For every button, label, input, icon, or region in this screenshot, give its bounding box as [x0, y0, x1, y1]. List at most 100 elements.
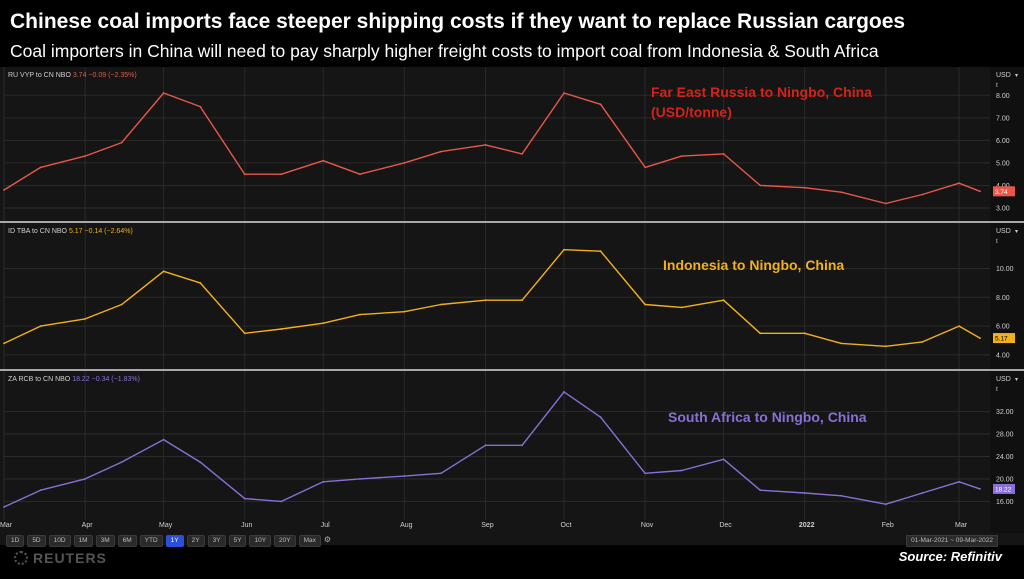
data-point-russia — [722, 153, 725, 155]
last-value-label: 18.22 — [995, 486, 1012, 493]
data-point-indonesia — [840, 342, 843, 345]
data-point-indonesia — [958, 325, 960, 327]
reuters-wordmark: REUTERS — [33, 550, 107, 566]
unit-dropdown-icon[interactable]: ▾ — [1015, 377, 1018, 383]
series-legend-russia: RU VYP to CN NBO 3.74 −0.09 (−2.35%) — [8, 72, 137, 79]
y-tick-label: 6.00 — [996, 138, 1010, 145]
data-point-indonesia — [644, 303, 646, 306]
unit-label: USD — [996, 72, 1011, 79]
data-point-southafrica — [921, 492, 924, 494]
data-point-indonesia — [484, 299, 487, 302]
data-point-indonesia — [979, 337, 981, 339]
series-line-indonesia — [3, 249, 981, 347]
data-point-indonesia — [921, 341, 924, 343]
unit-label: USD — [996, 228, 1011, 235]
data-point-southafrica — [840, 494, 843, 497]
data-point-indonesia — [199, 282, 202, 284]
legend-value: 5.17 −0.14 (−2.64%) — [69, 228, 133, 235]
data-point-russia — [958, 182, 960, 185]
data-point-indonesia — [84, 318, 86, 320]
unit-dropdown-icon[interactable]: ▾ — [1015, 73, 1018, 79]
timeframe-button-5y[interactable]: 5Y — [228, 535, 247, 547]
data-point-russia — [403, 162, 406, 164]
data-point-russia — [3, 189, 5, 191]
data-point-russia — [120, 141, 123, 144]
data-point-indonesia — [803, 332, 806, 335]
data-point-southafrica — [243, 497, 246, 500]
timeframe-button-ytd[interactable]: YTD — [139, 535, 163, 547]
reuters-logo: REUTERS — [14, 550, 107, 566]
y-tick-label: 24.00 — [996, 454, 1014, 461]
series-legend-indonesia: ID TBA to CN NBO 5.17 −0.14 (−2.64%) — [8, 228, 133, 235]
timeframe-button-1d[interactable]: 1D — [6, 535, 25, 547]
timeframe-button-3m[interactable]: 3M — [95, 535, 115, 547]
data-point-russia — [280, 173, 283, 176]
data-point-southafrica — [644, 472, 646, 475]
x-tick-label: Dec — [719, 522, 732, 529]
data-point-russia — [162, 92, 165, 94]
data-point-southafrica — [403, 475, 406, 477]
x-tick-label: May — [159, 522, 173, 529]
data-point-russia — [440, 150, 442, 153]
x-tick-label: Apr — [82, 522, 94, 529]
data-point-russia — [563, 92, 565, 94]
data-point-russia — [759, 184, 762, 187]
data-point-russia — [803, 186, 806, 189]
timeframe-button-1y[interactable]: 1Y — [165, 535, 184, 547]
data-point-southafrica — [803, 492, 806, 494]
y-tick-label: 28.00 — [996, 432, 1014, 439]
series-annotation-indonesia: Indonesia to Ningbo, China — [663, 257, 844, 273]
axis-mode-label: t — [996, 82, 998, 89]
y-tick-label: 20.00 — [996, 476, 1014, 483]
data-point-indonesia — [243, 332, 246, 335]
y-tick-label: 16.00 — [996, 499, 1014, 506]
unit-dropdown-icon[interactable]: ▾ — [1015, 229, 1018, 235]
x-tick-label: 2022 — [799, 522, 815, 529]
series-line-russia — [3, 92, 981, 205]
timeframe-button-10d[interactable]: 10D — [48, 535, 71, 547]
timeframe-button-20y[interactable]: 20Y — [274, 535, 296, 547]
chart-subtitle: Coal importers in China will need to pay… — [10, 41, 879, 61]
timeframe-button-6m[interactable]: 6M — [117, 535, 137, 547]
data-point-indonesia — [359, 313, 361, 316]
data-point-russia — [921, 193, 924, 196]
data-point-indonesia — [759, 332, 762, 335]
data-point-indonesia — [322, 322, 325, 325]
data-point-southafrica — [722, 458, 725, 461]
data-point-indonesia — [521, 299, 523, 302]
timeframe-button-1m[interactable]: 1M — [73, 535, 93, 547]
series-legend-southafrica: ZA RCB to CN NBO 18.22 −0.34 (−1.83%) — [8, 376, 140, 383]
data-point-indonesia — [680, 306, 683, 309]
y-tick-label: 7.00 — [996, 115, 1010, 122]
data-point-southafrica — [440, 472, 442, 475]
timeframe-button-max[interactable]: Max — [298, 535, 321, 547]
data-point-indonesia — [39, 325, 42, 327]
timeframe-button-5d[interactable]: 5D — [27, 535, 46, 547]
x-tick-label: Aug — [400, 522, 413, 529]
legend-value: 3.74 −0.09 (−2.35%) — [73, 72, 137, 79]
data-point-russia — [243, 173, 246, 176]
x-tick-label: Mar — [955, 522, 968, 529]
timeframe-button-10y[interactable]: 10Y — [249, 535, 272, 547]
x-tick-label: Mar — [0, 522, 13, 529]
data-point-southafrica — [199, 461, 202, 463]
x-tick-label: Nov — [641, 522, 654, 529]
y-tick-label: 32.00 — [996, 409, 1014, 416]
timeframe-button-2y[interactable]: 2Y — [186, 535, 205, 547]
last-value-tag — [993, 186, 1015, 197]
timeframe-button-3y[interactable]: 3Y — [207, 535, 226, 547]
data-point-southafrica — [162, 438, 165, 441]
date-range-selector[interactable]: 01-Mar-2021 ~ 09-Mar-2022 — [906, 535, 998, 547]
data-point-indonesia — [403, 310, 406, 313]
y-tick-label: 5.00 — [996, 160, 1010, 167]
series-annotation-russia: (USD/tonne) — [651, 104, 732, 120]
data-point-russia — [884, 202, 887, 205]
settings-icon[interactable]: ⚙ — [323, 535, 332, 544]
series-line-southafrica — [3, 391, 981, 508]
series-annotation-southafrica: South Africa to Ningbo, China — [668, 409, 867, 425]
data-point-russia — [521, 153, 523, 155]
chart-frame — [0, 67, 1024, 545]
data-point-indonesia — [440, 303, 442, 306]
data-point-indonesia — [599, 250, 602, 253]
y-tick-label: 8.00 — [996, 295, 1010, 302]
